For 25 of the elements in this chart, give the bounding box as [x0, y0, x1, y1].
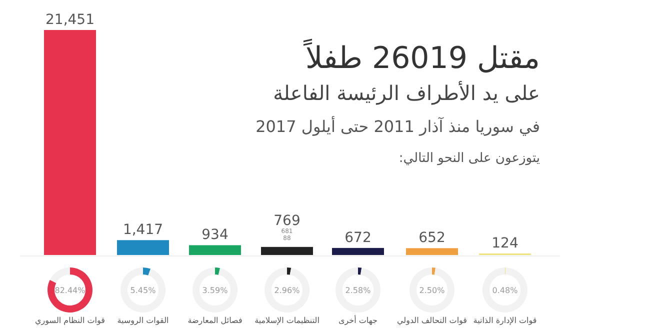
x-tick-label: القوات الروسية [117, 316, 169, 325]
chart-title: مقتل 26019 طفلاً [303, 38, 540, 76]
x-tick-label: قوات الإدارة الذاتية [473, 316, 537, 325]
text: 3.59% [202, 286, 228, 295]
data-label: 769 [274, 212, 300, 229]
data-label: 21,451 [46, 12, 94, 28]
annotation: يتوزعون على النحو التالي: [398, 151, 540, 166]
x-tick-label: جهات أخرى [338, 315, 378, 325]
data-label: 652 [418, 230, 446, 246]
data-label: 672 [344, 230, 372, 246]
text: 82.44% [54, 286, 86, 295]
data-label: 934 [202, 227, 228, 244]
data-label: 1,417 [122, 222, 164, 238]
text: على يد الأطراف الرئيسة الفاعلة [273, 80, 540, 105]
text: 5.45% [130, 286, 156, 295]
text: 2.50% [419, 286, 446, 295]
data-label: 124 [492, 236, 518, 252]
x-tick-label: قوات التحالف الدولي [396, 316, 468, 325]
x-tick-label: فصائل المعارضة [188, 316, 242, 325]
text: 0.48% [492, 286, 518, 295]
text: 2.96% [274, 286, 300, 295]
x-tick-label: قوات النظام السوري [35, 316, 106, 325]
annotation: في سوريا منذ آذار 2011 حتى أيلول 2017 [256, 116, 540, 136]
text: 2.58% [345, 286, 372, 295]
x-tick-label: التنظيمات الإسلامية [254, 316, 320, 325]
